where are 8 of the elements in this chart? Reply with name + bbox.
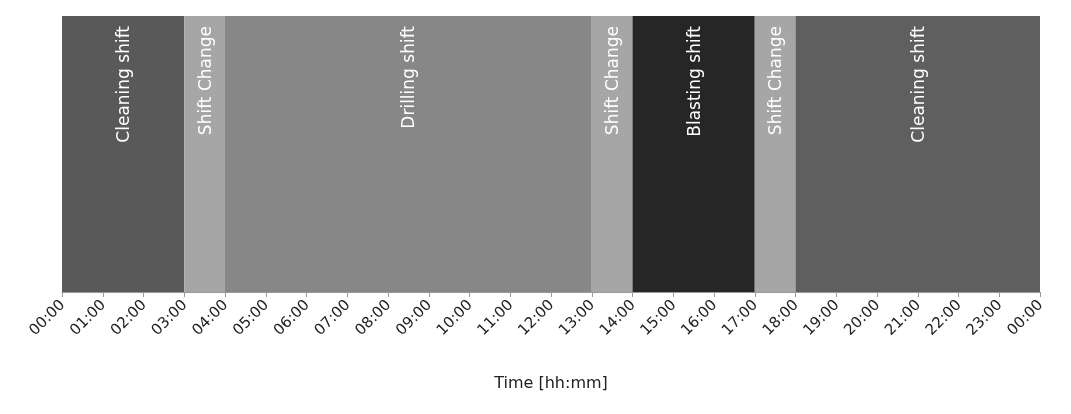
series-label: Cleaning shift	[113, 25, 134, 143]
series-label: Cleaning shift	[907, 25, 928, 143]
series-label: Shift Change	[602, 26, 623, 136]
series-label: Drilling shift	[398, 25, 419, 129]
x-axis-title: Time [hh:mm]	[493, 372, 608, 392]
series-label: Shift Change	[765, 26, 786, 136]
series-label: Shift Change	[194, 26, 215, 136]
series-label: Blasting shift	[683, 25, 704, 137]
